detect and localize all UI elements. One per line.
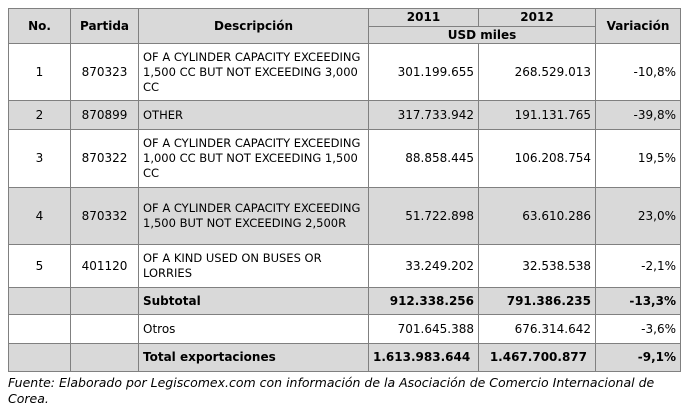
row-value-2012: 191.131.765 (478, 100, 596, 130)
subtotal-variation: -13,3% (595, 287, 681, 315)
header-variacion: Variación (595, 8, 681, 44)
empty-cell (70, 287, 139, 315)
row-value-2011: 51.722.898 (368, 187, 479, 245)
row-description: OTHER (138, 100, 369, 130)
empty-cell (70, 343, 139, 372)
row-partida: 870323 (70, 43, 139, 101)
table-row: 3 870322 OF A CYLINDER CAPACITY EXCEEDIN… (8, 129, 681, 188)
row-no: 5 (8, 244, 71, 288)
subtotal-label: Subtotal (138, 287, 369, 315)
header-partida: Partida (70, 8, 139, 44)
row-value-2012: 268.529.013 (478, 43, 596, 101)
otros-value-2011: 701.645.388 (368, 314, 479, 344)
total-value-2011: 1.613.983.644 (368, 343, 479, 372)
empty-cell (8, 314, 71, 344)
row-value-2012: 32.538.538 (478, 244, 596, 288)
row-partida: 870899 (70, 100, 139, 130)
row-value-2012: 106.208.754 (478, 129, 596, 188)
row-partida: 870322 (70, 129, 139, 188)
header-year-2011: 2011 (368, 8, 479, 27)
subtotal-value-2011: 912.338.256 (368, 287, 479, 315)
row-description: OF A CYLINDER CAPACITY EXCEEDING 1,000 C… (138, 129, 369, 188)
otros-variation: -3,6% (595, 314, 681, 344)
row-partida: 401120 (70, 244, 139, 288)
otros-label: Otros (138, 314, 369, 344)
header-units: USD miles (368, 26, 596, 44)
total-label: Total exportaciones (138, 343, 369, 372)
row-variation: -10,8% (595, 43, 681, 101)
row-partida: 870332 (70, 187, 139, 245)
row-no: 3 (8, 129, 71, 188)
table-row: 2 870899 OTHER 317.733.942 191.131.765 -… (8, 100, 681, 130)
row-variation: -39,8% (595, 100, 681, 130)
row-no: 4 (8, 187, 71, 245)
row-value-2011: 88.858.445 (368, 129, 479, 188)
row-value-2011: 317.733.942 (368, 100, 479, 130)
total-row: Total exportaciones 1.613.983.644 1.467.… (8, 343, 681, 372)
total-variation: -9,1% (595, 343, 681, 372)
header-no: No. (8, 8, 71, 44)
row-no: 1 (8, 43, 71, 101)
row-value-2012: 63.610.286 (478, 187, 596, 245)
source-caption: Fuente: Elaborado por Legiscomex.com con… (8, 375, 655, 406)
table-row: 5 401120 OF A KIND USED ON BUSES OR LORR… (8, 244, 681, 288)
header-year-2012: 2012 (478, 8, 596, 27)
row-variation: -2,1% (595, 244, 681, 288)
subtotal-row: Subtotal 912.338.256 791.386.235 -13,3% (8, 287, 681, 315)
table-row: 4 870332 OF A CYLINDER CAPACITY EXCEEDIN… (8, 187, 681, 245)
otros-value-2012: 676.314.642 (478, 314, 596, 344)
exports-table: No. Partida Descripción 2011 2012 Variac… (8, 8, 681, 372)
row-value-2011: 33.249.202 (368, 244, 479, 288)
empty-cell (70, 314, 139, 344)
row-description: OF A CYLINDER CAPACITY EXCEEDING 1,500 B… (138, 187, 369, 245)
row-variation: 19,5% (595, 129, 681, 188)
row-description: OF A KIND USED ON BUSES OR LORRIES (138, 244, 369, 288)
empty-cell (8, 287, 71, 315)
otros-row: Otros 701.645.388 676.314.642 -3,6% (8, 314, 681, 344)
row-variation: 23,0% (595, 187, 681, 245)
row-no: 2 (8, 100, 71, 130)
header-descripcion: Descripción (138, 8, 369, 44)
row-value-2011: 301.199.655 (368, 43, 479, 101)
total-value-2012: 1.467.700.877 (478, 343, 596, 372)
row-description: OF A CYLINDER CAPACITY EXCEEDING 1,500 C… (138, 43, 369, 101)
empty-cell (8, 343, 71, 372)
subtotal-value-2012: 791.386.235 (478, 287, 596, 315)
table-row: 1 870323 OF A CYLINDER CAPACITY EXCEEDIN… (8, 43, 681, 101)
